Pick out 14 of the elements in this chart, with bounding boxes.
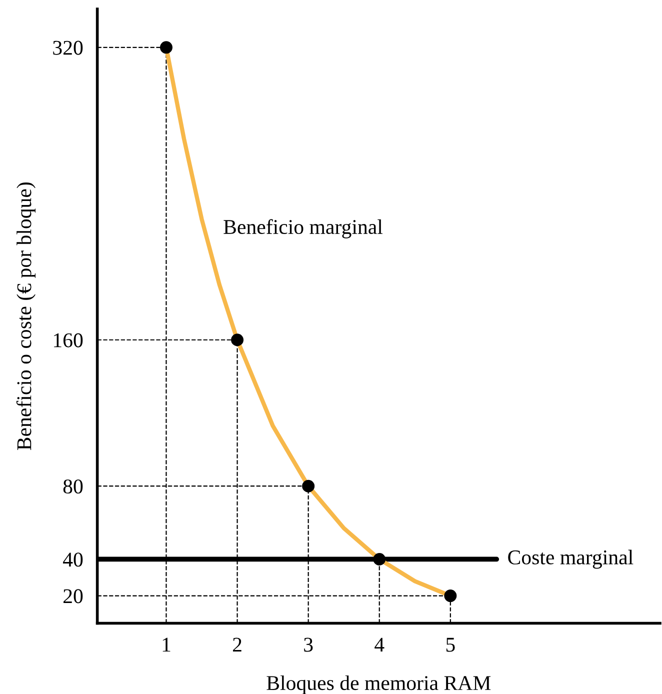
y-tick-label: 80 (63, 479, 83, 494)
y-tick-label: 160 (54, 333, 83, 348)
x-tick-label: 3 (304, 638, 313, 652)
series-label: Beneficio marginal (224, 219, 383, 238)
y-axis-title: Beneficio o coste (€ por bloque) (16, 182, 36, 450)
x-tick-label: 2 (232, 638, 242, 652)
y-tick-label: 320 (53, 40, 83, 55)
x-tick-label: 1 (162, 638, 170, 652)
x-axis-title: Bloques de memoria RAM (266, 675, 491, 694)
x-tick-label: 5 (446, 638, 455, 652)
x-tick-label: 4 (374, 638, 384, 652)
series-label: Coste marginal (508, 550, 634, 569)
y-tick-label: 20 (64, 589, 83, 604)
y-tick-label: 40 (63, 552, 83, 567)
